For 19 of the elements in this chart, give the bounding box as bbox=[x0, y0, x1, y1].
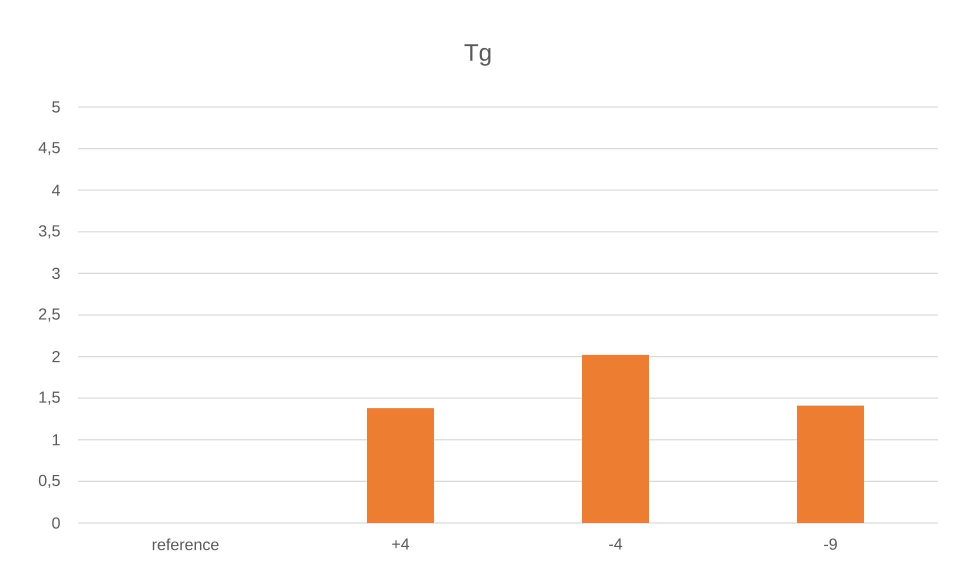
y-tick-label: 4,5 bbox=[38, 142, 60, 156]
y-tick-label: 5 bbox=[52, 101, 60, 113]
y-tick-label: 2 bbox=[52, 351, 60, 362]
chart-title: Tg bbox=[464, 44, 490, 66]
y-tick-label: 1,5 bbox=[39, 392, 60, 405]
bar bbox=[367, 408, 434, 523]
y-tick-label: 1 bbox=[52, 434, 60, 446]
bar bbox=[797, 406, 864, 523]
x-tick-label: +4 bbox=[392, 538, 410, 550]
x-tick-label: -9 bbox=[824, 538, 837, 550]
bar bbox=[582, 354, 649, 523]
y-tick-label: 3 bbox=[52, 268, 60, 280]
y-tick-label: 2,5 bbox=[39, 308, 60, 322]
y-tick-label: 0,5 bbox=[38, 474, 60, 488]
y-tick-label: 3,5 bbox=[38, 225, 60, 238]
x-tick-label: -4 bbox=[609, 538, 622, 550]
x-tick-label: reference bbox=[152, 538, 219, 550]
y-tick-label: 0 bbox=[52, 517, 60, 529]
y-tick-label: 4 bbox=[52, 184, 60, 196]
